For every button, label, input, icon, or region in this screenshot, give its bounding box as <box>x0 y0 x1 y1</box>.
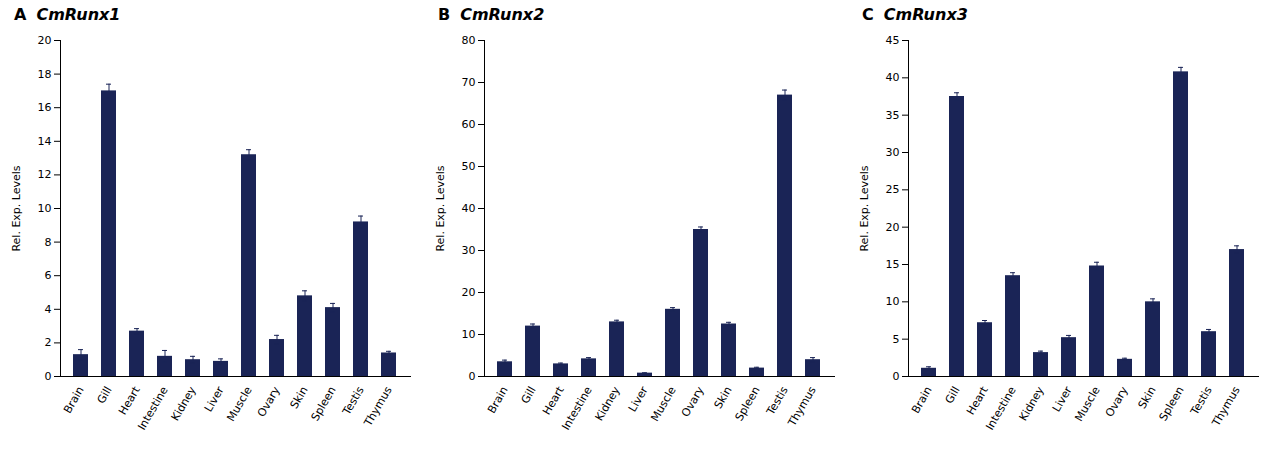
html-text:CmRunx2: CmRunx2 <box>460 5 545 24</box>
svg-text:Gill: Gill <box>95 384 115 406</box>
svg-text:Rel. Exp. Levels: Rel. Exp. Levels <box>434 165 447 251</box>
svg-text:Thymus: Thymus <box>1209 384 1243 429</box>
svg-text:Intestine: Intestine <box>559 384 594 432</box>
html-text:CmRunx3: CmRunx3 <box>883 5 968 24</box>
svg-text:14: 14 <box>38 135 52 148</box>
svg-text:45: 45 <box>886 34 900 47</box>
svg-text:16: 16 <box>38 101 52 114</box>
svg-text:30: 30 <box>462 244 476 257</box>
svg-text:Spleen: Spleen <box>309 384 339 423</box>
svg-text:Gill: Gill <box>943 384 963 406</box>
svg-text:2: 2 <box>45 336 52 349</box>
svg-text:Testis: Testis <box>764 384 791 418</box>
svg-text:Ovary: Ovary <box>255 384 283 419</box>
svg-text:Kidney: Kidney <box>1017 384 1047 423</box>
svg-text:12: 12 <box>38 168 52 181</box>
svg-text:Heart: Heart <box>540 384 567 418</box>
svg-text:Testis: Testis <box>1188 384 1215 418</box>
svg-text:Testis: Testis <box>340 384 367 418</box>
svg-text:Muscle: Muscle <box>224 384 254 424</box>
svg-text:Brain: Brain <box>485 384 511 415</box>
svg-text:Spleen: Spleen <box>1157 384 1187 423</box>
svg-text:Muscle: Muscle <box>1072 384 1102 424</box>
svg-text:Skin: Skin <box>1136 384 1159 411</box>
svg-text:Muscle: Muscle <box>648 384 678 424</box>
svg-text:40: 40 <box>462 202 476 215</box>
svg-text:Brain: Brain <box>909 384 935 415</box>
svg-text:10: 10 <box>38 202 52 215</box>
svg-text:Liver: Liver <box>202 384 227 414</box>
svg-text:40: 40 <box>886 71 900 84</box>
html-text:C: C <box>862 5 874 24</box>
svg-text:50: 50 <box>462 160 476 173</box>
svg-text:18: 18 <box>38 68 52 81</box>
svg-text:Ovary: Ovary <box>679 384 707 419</box>
svg-text:4: 4 <box>45 303 52 316</box>
svg-text:Intestine: Intestine <box>983 384 1018 432</box>
svg-text:Heart: Heart <box>964 384 991 418</box>
svg-text:60: 60 <box>462 118 476 131</box>
svg-text:6: 6 <box>45 269 52 282</box>
svg-text:10: 10 <box>886 295 900 308</box>
svg-text:Liver: Liver <box>1050 384 1075 414</box>
svg-text:20: 20 <box>38 34 52 47</box>
svg-text:Skin: Skin <box>712 384 735 411</box>
html-text:CmRunx1: CmRunx1 <box>36 5 121 24</box>
svg-text:Liver: Liver <box>626 384 651 414</box>
svg-text:Rel. Exp. Levels: Rel. Exp. Levels <box>858 165 871 251</box>
svg-text:25: 25 <box>886 183 900 196</box>
svg-text:35: 35 <box>886 109 900 122</box>
svg-text:0: 0 <box>893 370 900 383</box>
svg-text:Heart: Heart <box>116 384 143 418</box>
svg-text:Spleen: Spleen <box>733 384 763 423</box>
svg-text:Brain: Brain <box>61 384 87 415</box>
svg-text:15: 15 <box>886 258 900 271</box>
svg-text:Kidney: Kidney <box>169 384 199 423</box>
svg-text:Rel. Exp. Levels: Rel. Exp. Levels <box>10 165 23 251</box>
svg-text:Ovary: Ovary <box>1103 384 1131 419</box>
html-text:B: B <box>438 5 451 24</box>
svg-text:Intestine: Intestine <box>135 384 170 432</box>
svg-text:30: 30 <box>886 146 900 159</box>
svg-text:5: 5 <box>893 333 900 346</box>
svg-text:80: 80 <box>462 34 476 47</box>
svg-text:0: 0 <box>469 370 476 383</box>
svg-text:Thymus: Thymus <box>361 384 395 429</box>
svg-text:Thymus: Thymus <box>785 384 819 429</box>
svg-text:8: 8 <box>45 236 52 249</box>
svg-text:Gill: Gill <box>519 384 539 406</box>
svg-text:10: 10 <box>462 328 476 341</box>
svg-text:20: 20 <box>462 286 476 299</box>
svg-text:Skin: Skin <box>288 384 311 411</box>
svg-text:Kidney: Kidney <box>593 384 623 423</box>
svg-text:70: 70 <box>462 76 476 89</box>
svg-text:0: 0 <box>45 370 52 383</box>
svg-text:20: 20 <box>886 221 900 234</box>
html-text:A: A <box>14 5 27 24</box>
